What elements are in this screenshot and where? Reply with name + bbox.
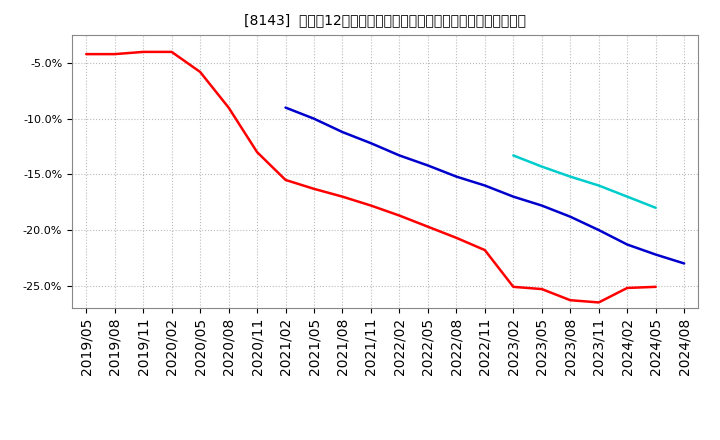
Legend: 3年, 5年, 7年, 10年: 3年, 5年, 7年, 10年: [225, 437, 545, 440]
Title: [8143]  売上高12か月移動合計の対前年同期増減率の平均値の推移: [8143] 売上高12か月移動合計の対前年同期増減率の平均値の推移: [244, 13, 526, 27]
